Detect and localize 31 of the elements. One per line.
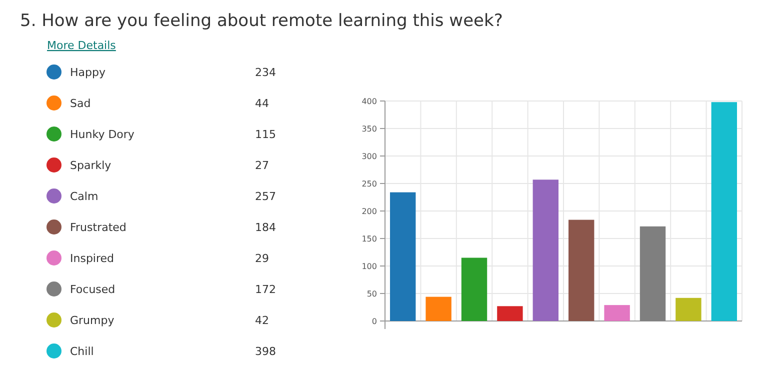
chart-title: 5. How are you feeling about remote learning this week? — [20, 11, 503, 31]
y-tick-label: 350 — [362, 124, 377, 134]
y-tick-label: 50 — [366, 290, 377, 298]
legend-label: Inspired — [70, 252, 114, 265]
text: 27 — [255, 159, 269, 172]
legend-label: Focused — [70, 283, 116, 296]
legend-label: Grumpy — [70, 314, 115, 327]
text: 398 — [255, 345, 276, 358]
text: 115 — [255, 128, 276, 141]
y-tick-label: 100 — [362, 262, 377, 271]
text: 42 — [255, 314, 269, 327]
legend-label: Frustrated — [70, 221, 126, 234]
y-tick-label: 250 — [362, 180, 377, 188]
text: 44 — [255, 97, 269, 110]
legend-label: Happy — [70, 66, 106, 79]
text: 234 — [255, 66, 276, 79]
legend-label: Sad — [70, 97, 91, 110]
legend-label: Hunky Dory — [70, 128, 135, 141]
y-tick-label: 150 — [362, 234, 377, 244]
legend-label: Chill — [70, 345, 94, 358]
y-tick-label: 400 — [362, 97, 377, 106]
y-tick-label: 200 — [362, 207, 377, 216]
text: 29 — [255, 252, 269, 265]
legend-label: Calm — [70, 190, 98, 203]
text: 184 — [255, 221, 276, 234]
text: 257 — [255, 190, 276, 203]
y-tick-label: 0 — [372, 317, 377, 326]
text: 172 — [255, 283, 276, 296]
y-tick-label: 300 — [362, 152, 377, 161]
text: More Details — [47, 39, 116, 52]
legend-label: Sparkly — [70, 159, 112, 172]
